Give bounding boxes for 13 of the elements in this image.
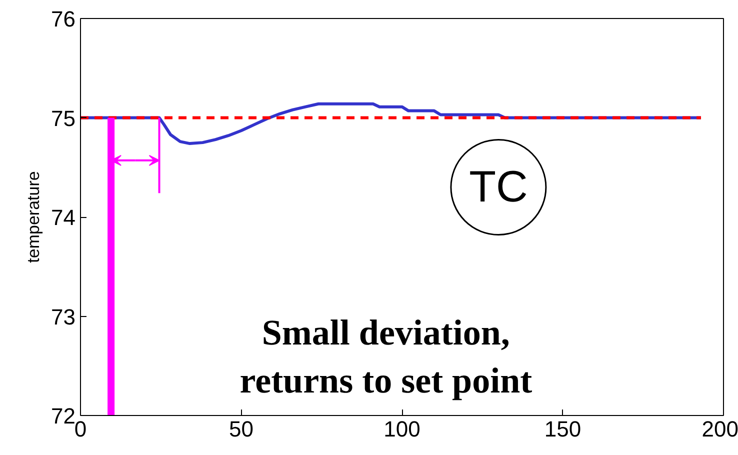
y-tick-label: 75 — [51, 106, 76, 131]
y-tick-label: 73 — [51, 304, 76, 330]
y-axis-title: temperature — [24, 171, 44, 263]
annotation: TC — [469, 162, 528, 212]
x-tick-label: 50 — [229, 416, 254, 442]
x-tick-label: 0 — [74, 416, 87, 442]
annotation: Small deviation, returns to set point — [240, 312, 532, 401]
y-tick-label: 76 — [51, 6, 76, 32]
x-tick-label: 100 — [384, 416, 420, 442]
y-tick-label: 72 — [51, 404, 76, 428]
x-tick-label: 150 — [544, 416, 582, 442]
x-tick-label: 200 — [702, 416, 738, 442]
y-tick-label: 74 — [51, 205, 76, 230]
